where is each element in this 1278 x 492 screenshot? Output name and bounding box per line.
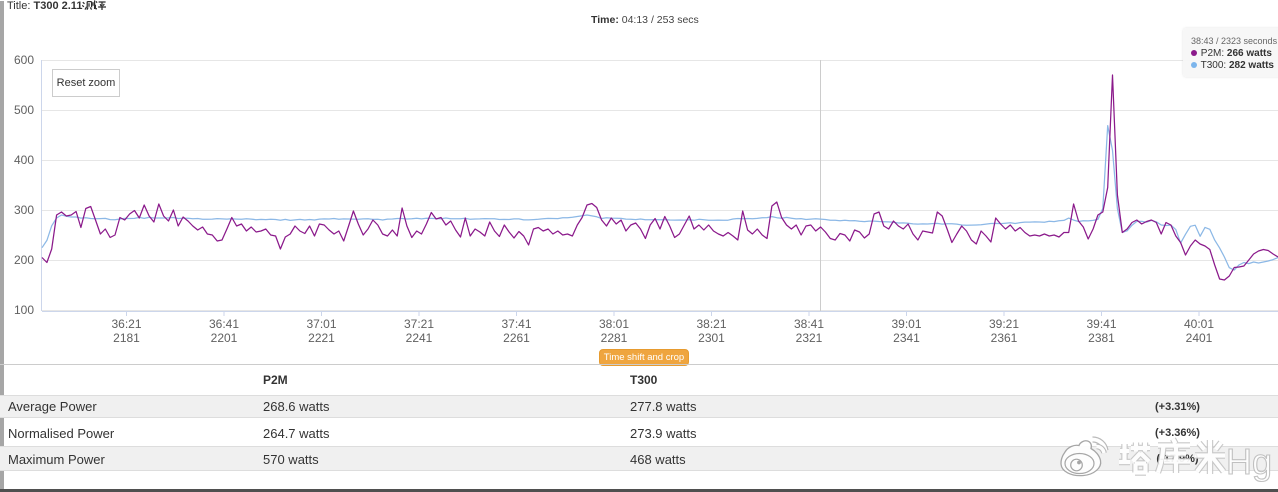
- svg-text:Hg: Hg: [1226, 441, 1272, 482]
